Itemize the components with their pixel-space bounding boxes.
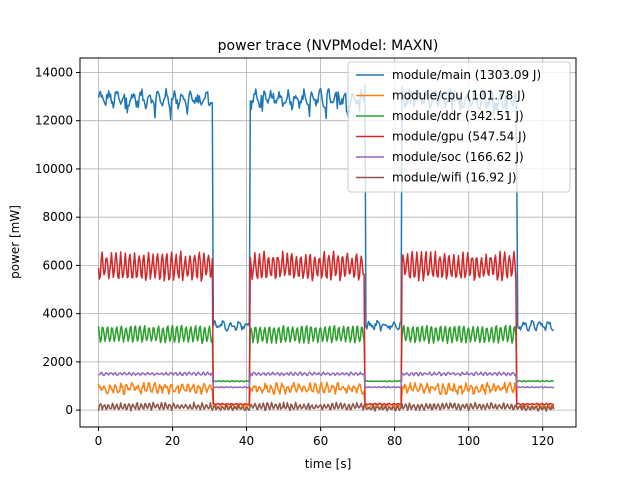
series-line <box>97 401 555 412</box>
y-tick-label: 4000 <box>42 307 73 321</box>
y-axis-label: power [mW] <box>8 205 22 279</box>
legend-label: module/main (1303.09 J) <box>392 68 541 82</box>
y-tick-label: 0 <box>65 403 73 417</box>
y-tick-label: 12000 <box>35 114 73 128</box>
y-tick-label: 8000 <box>42 210 73 224</box>
series-line <box>97 381 555 410</box>
x-tick-label: 100 <box>457 434 480 448</box>
legend-box <box>347 61 571 193</box>
x-tick-label: 20 <box>165 434 180 448</box>
chart-title: power trace (NVPModel: MAXN) <box>218 38 439 54</box>
legend-label: module/soc (166.62 J) <box>392 150 524 164</box>
y-tick-label: 6000 <box>42 258 73 272</box>
x-tick-label: 40 <box>239 434 254 448</box>
axis-ticks: 0 20 40 60 80 100 120 0 2000 4000 6000 8000 10000 120… <box>35 65 554 448</box>
legend-label: module/cpu (101.78 J) <box>392 89 525 103</box>
x-tick-label: 60 <box>313 434 328 448</box>
plot-frame <box>79 57 577 428</box>
x-axis-label: time [s] <box>305 457 352 471</box>
y-tick-label: 14000 <box>35 65 73 79</box>
legend: module/main (1303.09 J) module/cpu (101.7… <box>347 61 571 193</box>
x-tick-label: 120 <box>531 434 554 448</box>
legend-label: module/ddr (342.51 J) <box>392 109 524 123</box>
x-tick-label: 0 <box>95 434 103 448</box>
legend-label: module/gpu (547.54 J) <box>392 130 526 144</box>
series-line <box>97 250 554 406</box>
y-tick-label: 10000 <box>35 162 73 176</box>
x-tick-label: 80 <box>387 434 402 448</box>
series-line <box>98 371 555 389</box>
y-tick-label: 2000 <box>42 355 73 369</box>
series-line <box>97 324 555 383</box>
legend-label: module/wifi (16.92 J) <box>392 171 517 185</box>
